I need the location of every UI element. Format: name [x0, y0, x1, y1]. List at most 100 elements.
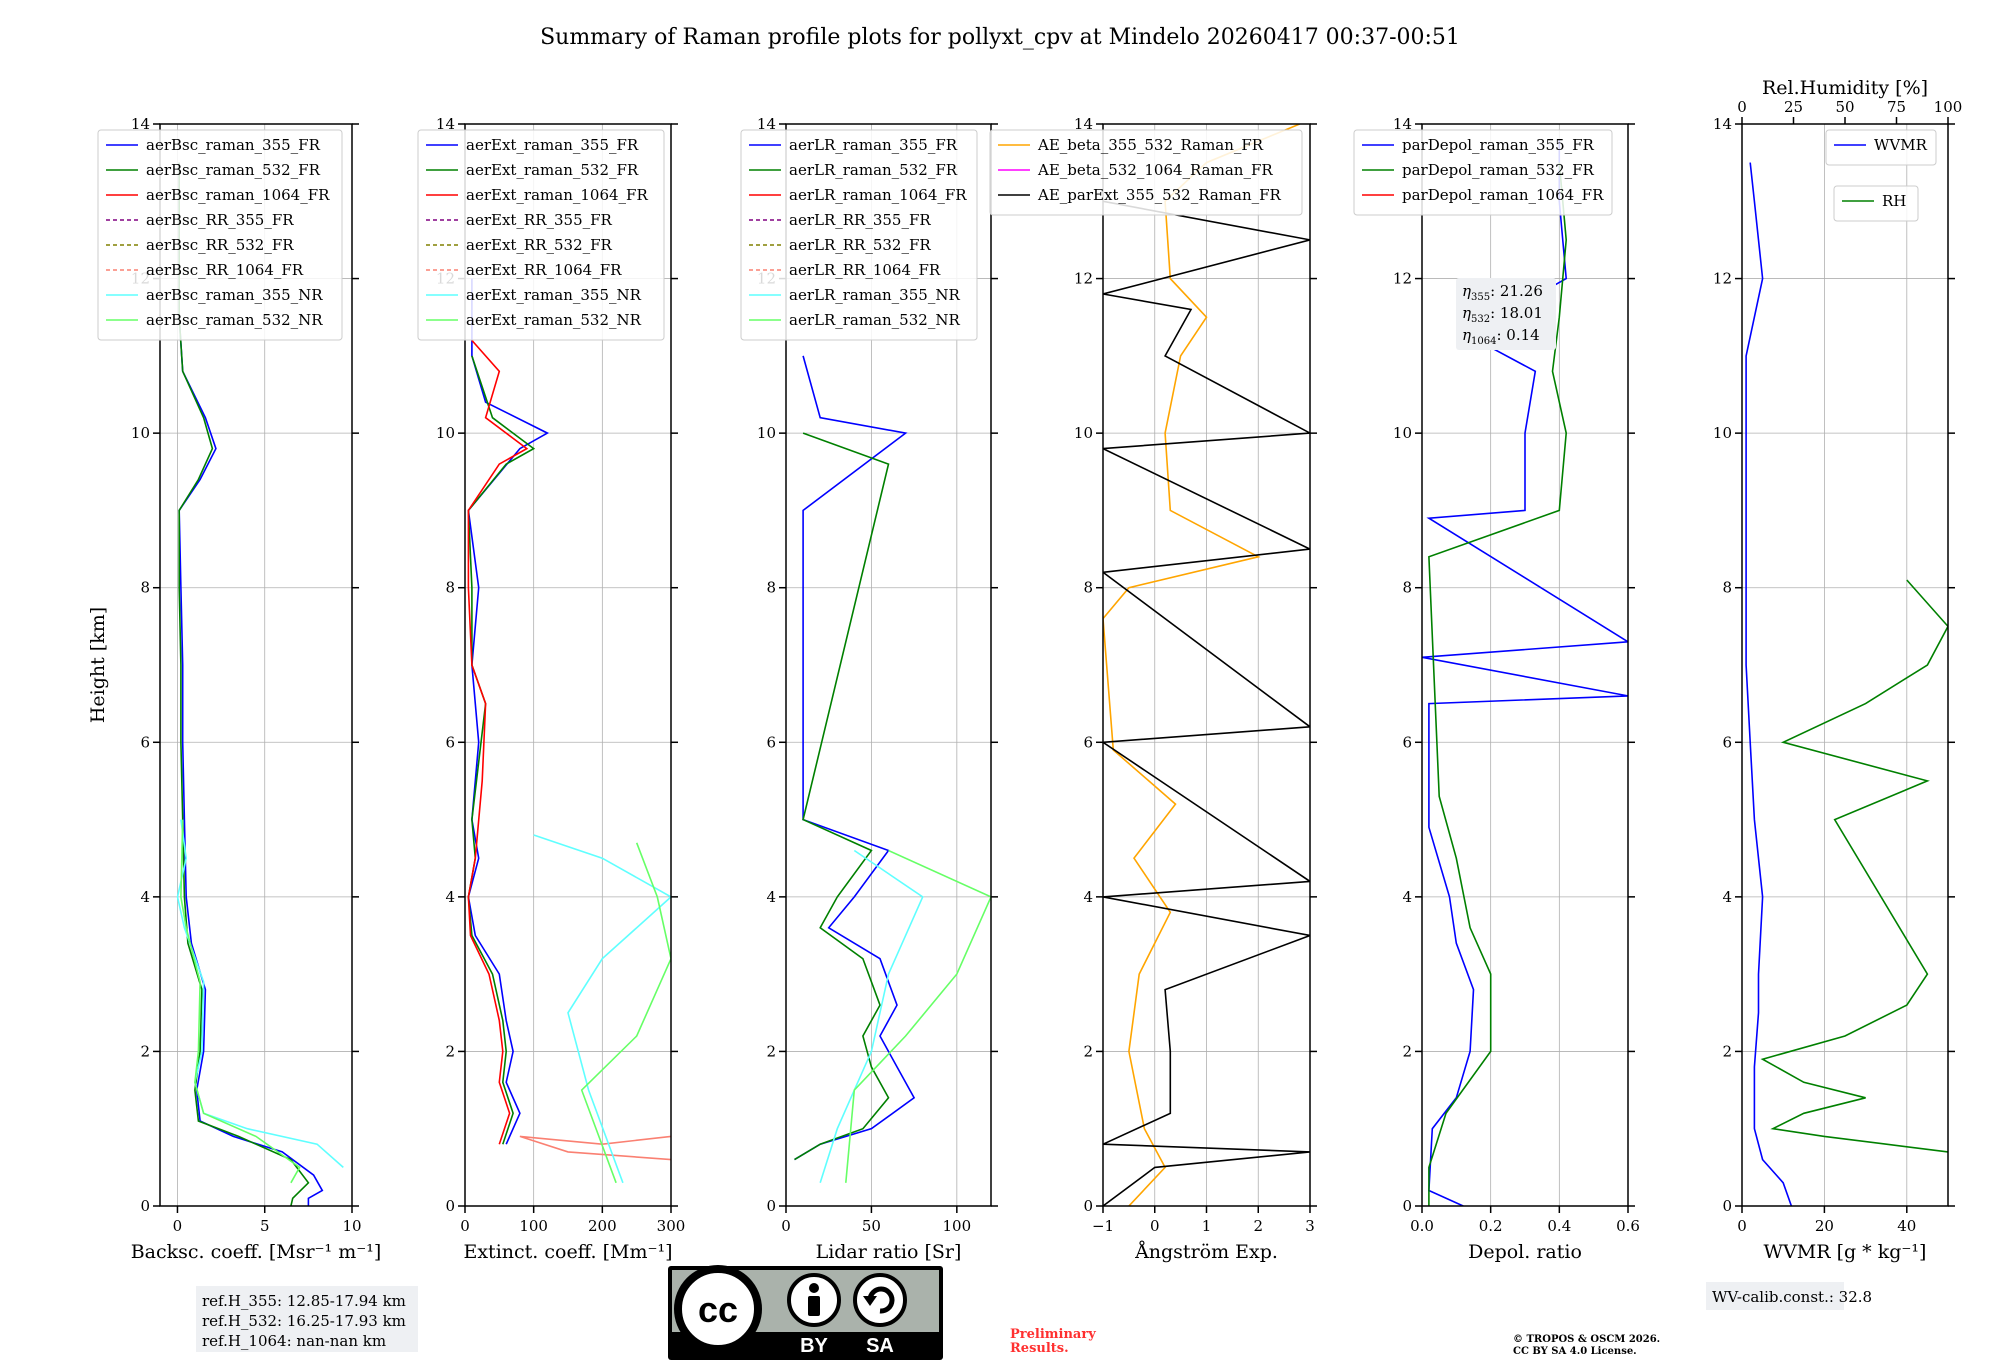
panel-wv-ytick-label: 8 — [1722, 579, 1732, 597]
panel-depol-ytick-label: 6 — [1402, 733, 1412, 751]
legend-lr-entry: aerLR_RR_355_FR — [789, 211, 931, 229]
rh-tick-label: 100 — [1934, 98, 1963, 116]
panel-bsc-ytick-label: 4 — [140, 888, 150, 906]
series-aerBsc_raman_355_NR — [176, 819, 344, 1168]
panel-ext-ytick-label: 0 — [445, 1197, 455, 1215]
legend-lr-entry: aerLR_raman_532_FR — [789, 161, 958, 179]
panel-ae-ytick-label: 10 — [1074, 424, 1093, 442]
series-aerLR_raman_532_FR — [794, 432, 890, 1161]
rh-ticks: 0 25 50 75 100 — [1737, 98, 1962, 124]
rh-axis-label: Rel.Humidity [%] — [1762, 77, 1928, 99]
cc-license-badge: cc BY SA — [668, 1265, 943, 1360]
legend-ae-bg — [989, 129, 1303, 216]
panel-wv-ytick-label: 0 — [1722, 1197, 1732, 1215]
panel-depol-xtick-label: 0.4 — [1547, 1217, 1571, 1235]
series-aerLR_raman_355_FR — [794, 355, 916, 1161]
panel-depol-xtick-label: 0.2 — [1479, 1217, 1503, 1235]
panel-wv-xtick-label: 0 — [1737, 1217, 1747, 1235]
legend-wvmr-bg — [1825, 129, 1937, 166]
eta-1064: η1064: 0.14 — [1462, 326, 1540, 347]
panel-wv-ytick-label: 4 — [1722, 888, 1732, 906]
legend-wvmr: WVMR — [1825, 129, 1937, 166]
eta-box-bg — [1456, 278, 1556, 350]
legend-bsc-entry: aerBsc_raman_532_NR — [146, 311, 323, 329]
rh-tick-label: 50 — [1835, 98, 1854, 116]
refh-355: ref.H_355: 12.85-17.94 km — [202, 1292, 406, 1310]
legend-lr-bg — [740, 129, 978, 341]
series-aerExt_raman_355_FR — [467, 278, 550, 1145]
eta-box: η355: 21.26 η532: 18.01 η1064: 0.14 — [1456, 278, 1556, 350]
panel-wv-series — [1745, 162, 1948, 1206]
legend-lr-entry: aerLR_raman_355_NR — [789, 286, 960, 304]
eta-532-value: : 18.01 — [1490, 304, 1543, 322]
legend-ext-entry: aerExt_RR_1064_FR — [466, 261, 622, 279]
preliminary-line1: Preliminary — [1010, 1327, 1096, 1342]
panel-wv-ytick-label: 2 — [1722, 1042, 1732, 1060]
eta-532: η532: 18.01 — [1462, 304, 1543, 325]
legend-depol-entry: parDepol_raman_1064_FR — [1402, 186, 1604, 204]
series-aerExt_raman_532_FR — [467, 355, 536, 1145]
series-AE_parExt_355_532_Raman_FR — [1103, 200, 1310, 1206]
legend-ext-entry: aerExt_raman_532_FR — [466, 161, 639, 179]
legend-ext-entry: aerExt_raman_1064_FR — [466, 186, 648, 204]
panel-ext-xtick-label: 300 — [657, 1217, 686, 1235]
panel-depol-ytick-label: 0 — [1402, 1197, 1412, 1215]
panel-lr-xtick-label: 50 — [862, 1217, 881, 1235]
rh-tick-label: 25 — [1784, 98, 1803, 116]
panel-wv-ytick-label: 12 — [1713, 270, 1732, 288]
preliminary-line2: Results. — [1010, 1341, 1069, 1356]
panel-wv-ytick-label: 14 — [1713, 115, 1732, 133]
panel-depol-xtick-label: 0.0 — [1410, 1217, 1434, 1235]
legend-wvmr-entry: WVMR — [1874, 136, 1928, 154]
panel-bsc-ytick-label: 8 — [140, 579, 150, 597]
cc-logo-text: cc — [698, 1289, 738, 1330]
legend-bsc-entry: aerBsc_RR_532_FR — [146, 236, 294, 254]
panel-ae-ytick-label: 8 — [1083, 579, 1093, 597]
panel-ae-xtick-label: 0 — [1150, 1217, 1160, 1235]
rh-top-axis: Rel.Humidity [%] 0 25 50 75 100 — [1737, 77, 1962, 124]
panel-lr-frame — [785, 123, 992, 1207]
panel-depol-ytick-label: 10 — [1393, 424, 1412, 442]
series-parDepol_raman_532_FR — [1428, 162, 1568, 1206]
page-title: Summary of Raman profile plots for polly… — [540, 25, 1460, 50]
legend-depol-entry: parDepol_raman_532_FR — [1402, 161, 1595, 179]
legend-bsc-bg — [97, 129, 343, 341]
legend-lr-entry: aerLR_RR_532_FR — [789, 236, 931, 254]
panels: 051002468101214Backsc. coeff. [Msr⁻¹ m⁻¹… — [131, 115, 1955, 1263]
panel-ext: 010020030002468101214Extinct. coeff. [Mm… — [436, 115, 685, 1263]
panel-depol-ytick-label: 12 — [1393, 270, 1412, 288]
eta-532-sub: 532 — [1471, 314, 1490, 325]
panel-bsc-ytick-label: 10 — [131, 424, 150, 442]
panel-bsc-xtick-label: 5 — [260, 1217, 270, 1235]
legend-ext-bg — [417, 129, 665, 341]
eta-532-symbol: η — [1462, 304, 1471, 322]
panel-ext-xtick-label: 0 — [460, 1217, 470, 1235]
sa-share-arrowhead — [863, 1296, 877, 1306]
eta-355-sub: 355 — [1471, 292, 1490, 303]
wv-calib-bg — [1706, 1282, 1844, 1310]
panel-depol-frame — [1421, 123, 1629, 1207]
series-aerExt_raman_532_NR — [580, 842, 671, 1184]
panel-bsc-ytick-label: 14 — [131, 115, 150, 133]
legend-lr-entry: aerLR_raman_1064_FR — [789, 186, 967, 204]
legend-rh-entry: RH — [1882, 192, 1906, 210]
panel-ae-ytick-label: 14 — [1074, 115, 1093, 133]
panel-ae-series — [1103, 124, 1310, 1206]
panel-ae-xtick-label: 1 — [1202, 1217, 1212, 1235]
panel-ext-ytick-label: 2 — [445, 1042, 455, 1060]
cc-logo-icon — [674, 1265, 762, 1353]
legend-ae-entry: AE_parExt_355_532_Raman_FR — [1037, 186, 1282, 204]
by-person-body — [808, 1296, 820, 1316]
legend-bsc-entry: aerBsc_raman_1064_FR — [146, 186, 330, 204]
panel-bsc-ytick-label: 6 — [140, 733, 150, 751]
panel-lr: 05010002468101214Lidar ratio [Sr] — [757, 115, 998, 1263]
panel-depol: 0.0 0.2 0.4 0.6 0 2 4 6 8 10 12 14 Depol. ratio — [1393, 115, 1640, 1263]
panel-depol-ytick-label: 4 — [1402, 888, 1412, 906]
rh-tick-label: 0 — [1737, 98, 1747, 116]
legend-depol-entry: parDepol_raman_355_FR — [1402, 136, 1595, 154]
refh-box-bg — [196, 1286, 418, 1352]
panel-bsc-ytick-label: 0 — [140, 1197, 150, 1215]
series-aerExt_RR_1064_FR — [519, 1135, 671, 1161]
panel-wv-frame — [1741, 123, 1949, 1207]
panel-lr-series — [794, 355, 991, 1184]
